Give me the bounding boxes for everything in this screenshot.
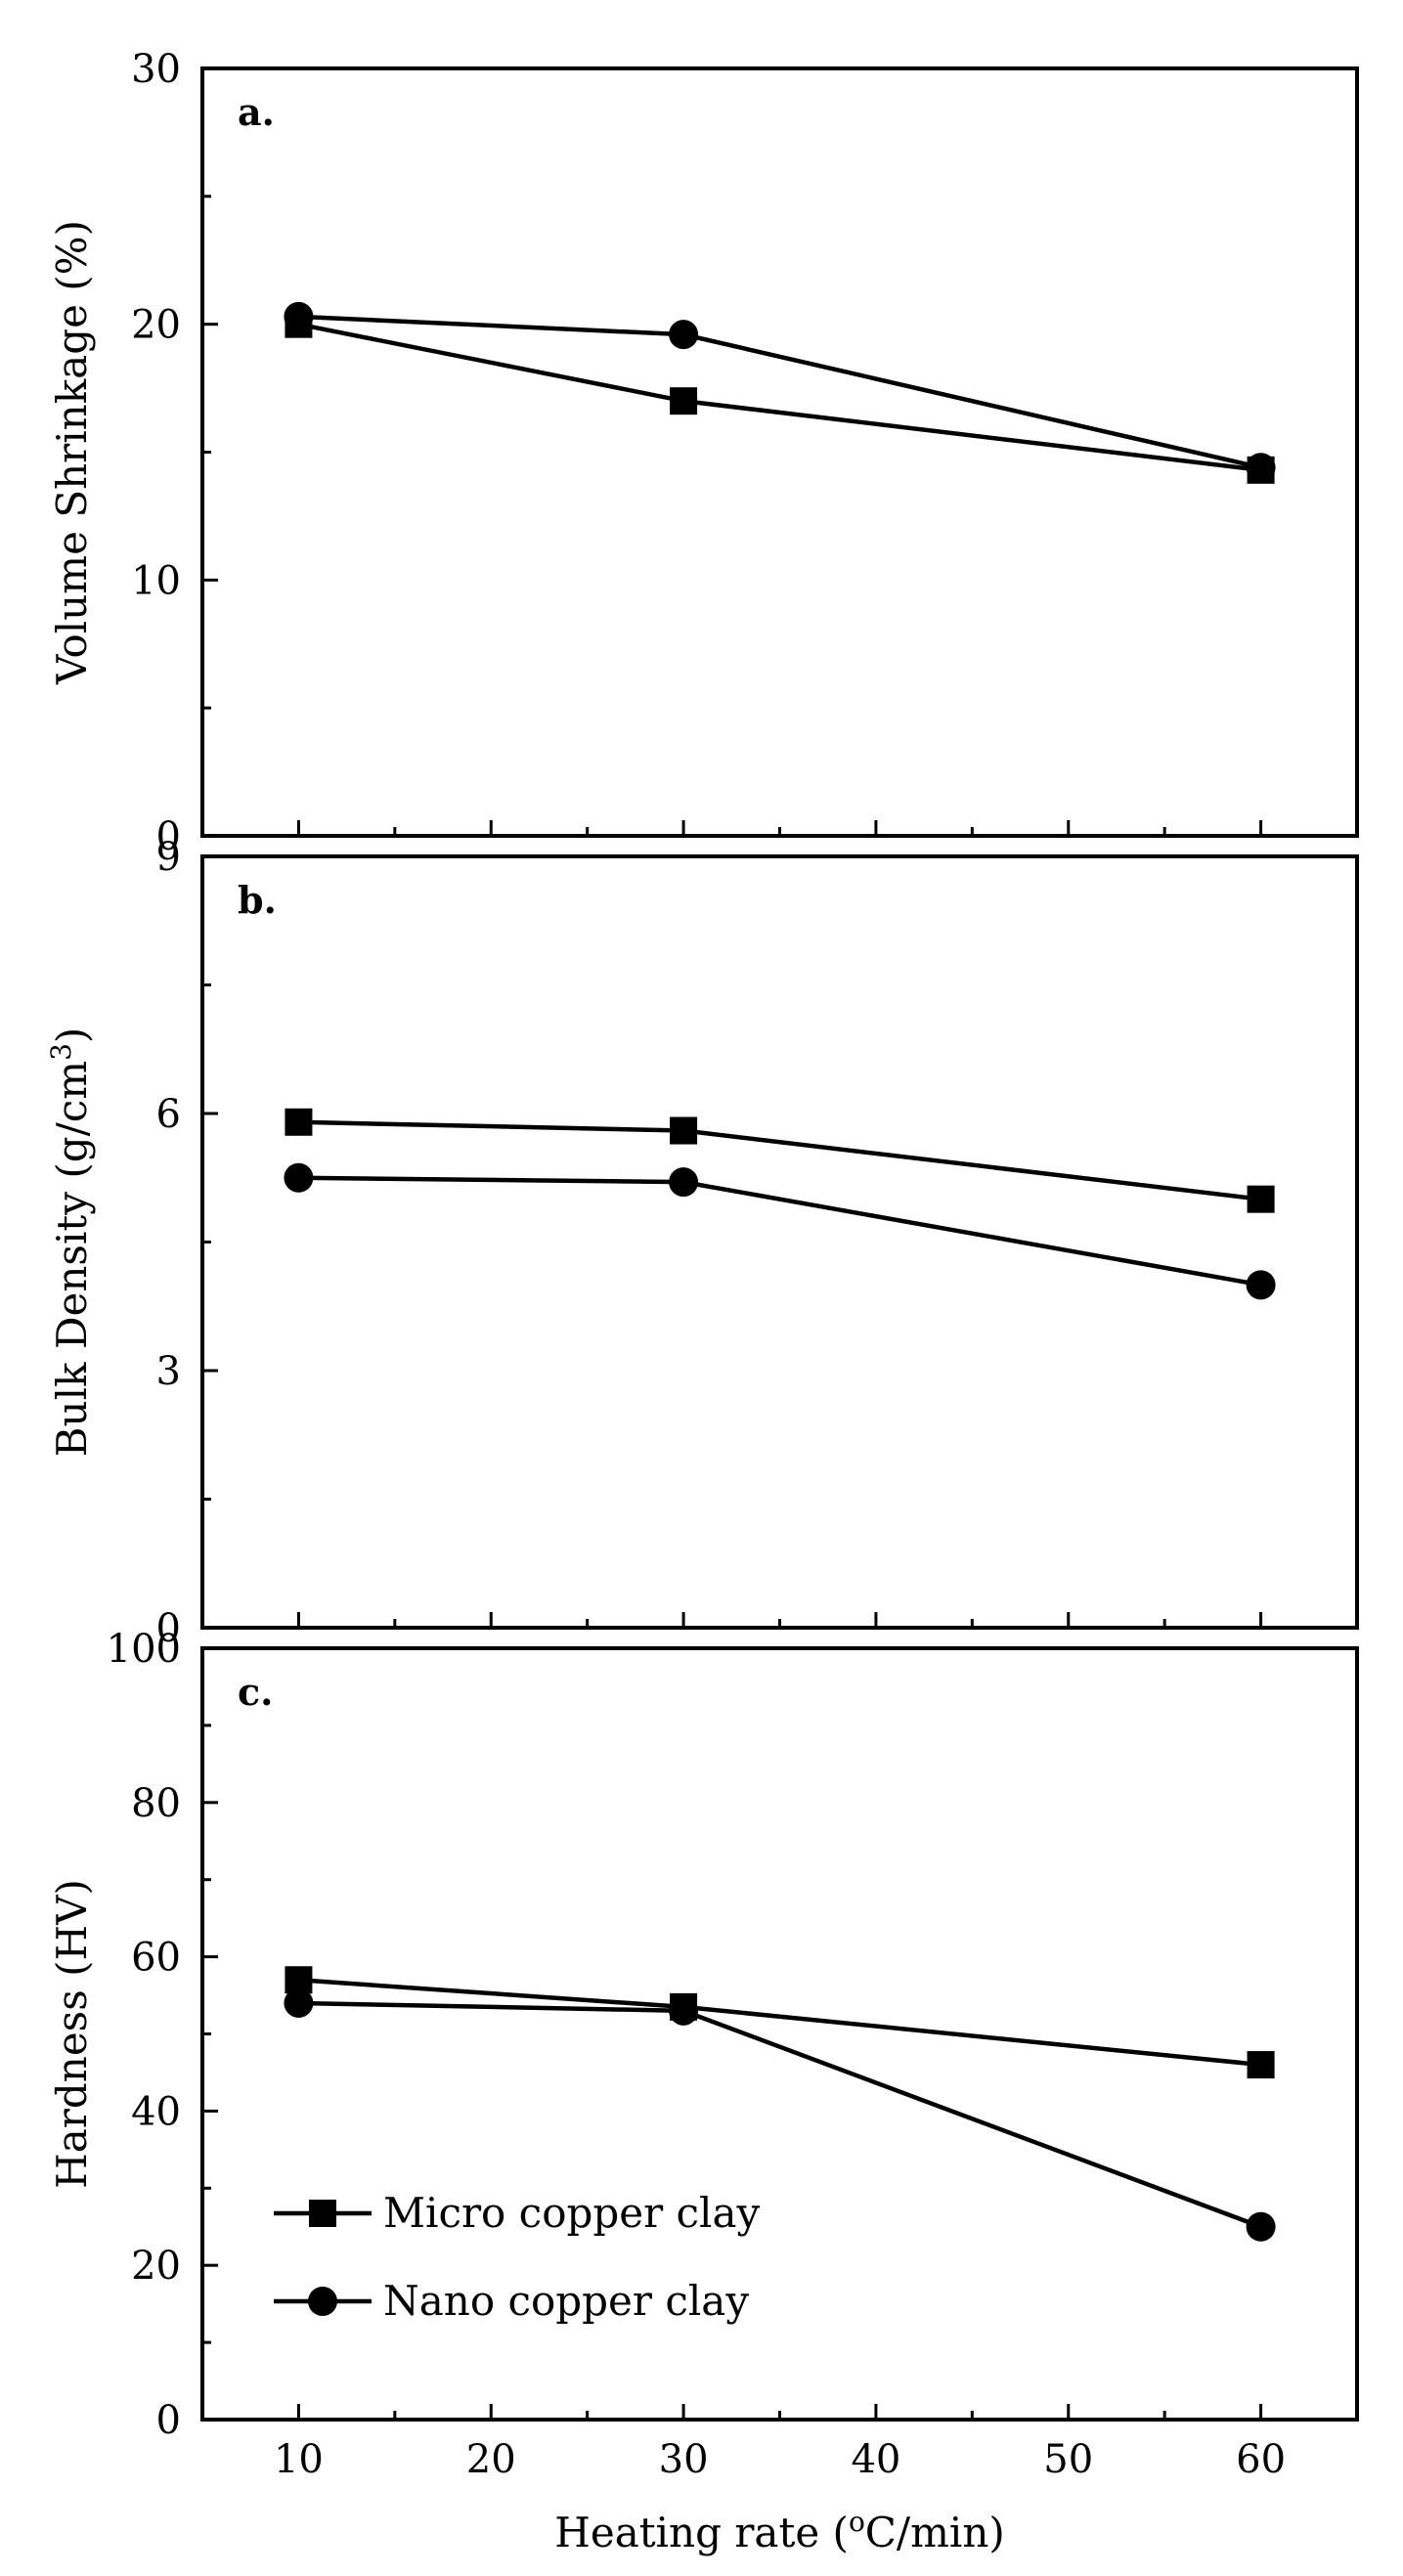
panel-label: c.: [238, 1670, 273, 1714]
data-point-square: [1247, 2051, 1275, 2079]
panel-label: b.: [238, 878, 277, 922]
data-point-square: [285, 1108, 313, 1136]
series-line: [298, 1978, 1261, 2068]
series-line: [298, 314, 1262, 470]
y-tick-label: 0: [156, 1606, 181, 1651]
data-point-circle: [669, 1167, 699, 1198]
panel-2: 0 3 6 9 b. Bulk Density (g/cm3): [45, 835, 1359, 1651]
legend-circle-marker: [308, 2287, 337, 2316]
y-tick-label: 20: [131, 303, 181, 348]
plot-frame: [200, 854, 1359, 1630]
data-point-square: [670, 1116, 698, 1145]
series-square: [285, 1966, 1275, 2079]
y-tick-label: 80: [131, 1781, 181, 1826]
panel-label: a.: [238, 90, 275, 134]
y-tick-label: 0: [156, 814, 181, 859]
y-tick-label: 30: [131, 47, 181, 92]
plot-frame: [200, 1646, 1359, 2422]
x-tick-label: 30: [659, 2437, 709, 2482]
y-axis-title: Bulk Density (g/cm3): [45, 1027, 96, 1458]
data-point-square: [670, 387, 698, 415]
data-point-circle: [1246, 453, 1276, 483]
data-point-circle: [284, 301, 314, 331]
series-square: [285, 310, 1275, 484]
plot-frame: [200, 66, 1359, 838]
data-point-circle: [1246, 1270, 1276, 1300]
series-line: [298, 1175, 1261, 1288]
legend: Micro copper clay Nano copper clay: [274, 2189, 761, 2325]
x-tick-label: 50: [1043, 2437, 1093, 2482]
x-tick-label: 40: [851, 2437, 900, 2482]
data-point-square: [1247, 1185, 1275, 1213]
y-tick-label: 60: [131, 1936, 181, 1981]
data-point-circle: [1246, 2211, 1276, 2242]
legend-label: Nano copper clay: [383, 2277, 749, 2325]
y-tick-label: 9: [156, 835, 181, 880]
x-tick-label: 60: [1236, 2437, 1286, 2482]
y-tick-label: 6: [156, 1092, 181, 1137]
x-axis-title: Heating rate (oC/min): [554, 2506, 1005, 2556]
series-line: [298, 1119, 1261, 1201]
x-tick-label: 10: [274, 2437, 324, 2482]
y-axis-title: Volume Shrinkage (%): [48, 220, 96, 685]
data-point-circle: [669, 320, 699, 350]
panel-3: 0 20 40 60 80 100 c. Hardness (HV) Micro copper …: [48, 1627, 1359, 2443]
panel-1: 0 10 20 30 a. Volume Shrinkage (%): [48, 47, 1359, 859]
y-axis-title: Hardness (HV): [48, 1879, 96, 2189]
y-tick-label: 10: [131, 558, 181, 603]
series-line: [297, 322, 1261, 473]
y-tick-label: 40: [131, 2089, 181, 2134]
y-tick-label: 0: [156, 2398, 181, 2443]
data-point-circle: [284, 1987, 314, 2018]
legend-label: Micro copper clay: [383, 2189, 761, 2237]
series-circle: [284, 301, 1276, 483]
y-tick-label: 20: [131, 2244, 181, 2289]
y-tick-label: 100: [107, 1627, 181, 1672]
data-point-circle: [284, 1162, 314, 1193]
y-tick-label: 3: [156, 1349, 181, 1394]
x-tick-label: 20: [466, 2437, 516, 2482]
series-circle: [284, 1987, 1276, 2242]
series-circle: [284, 1162, 1276, 1300]
data-point-circle: [669, 1995, 699, 2026]
series-square: [285, 1108, 1275, 1213]
legend-square-marker: [309, 2200, 336, 2227]
